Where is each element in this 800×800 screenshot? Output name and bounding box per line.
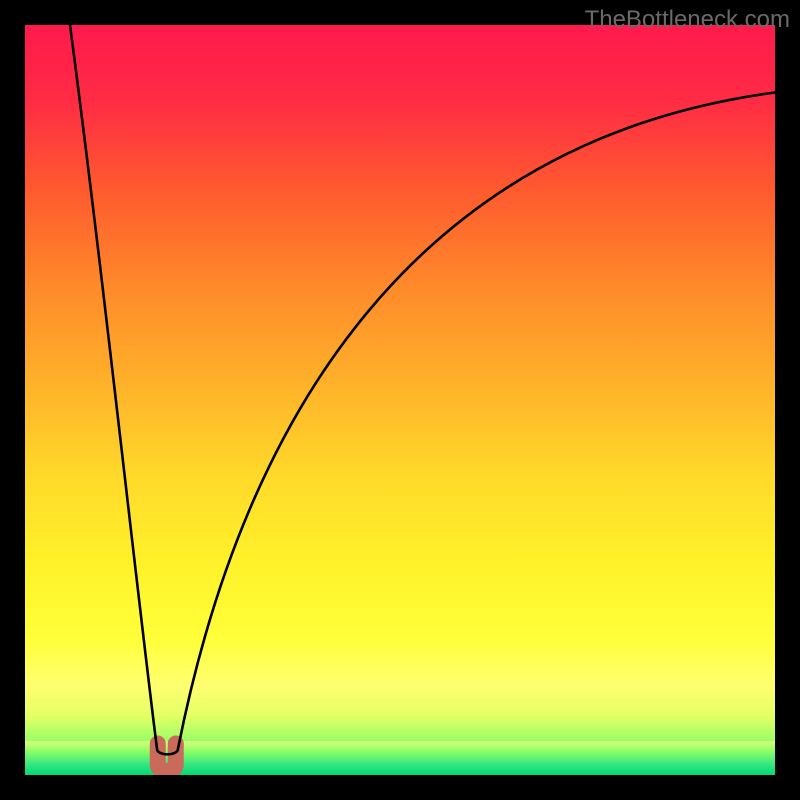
stage: TheBottleneck.com [0,0,800,800]
watermark-text: TheBottleneck.com [585,6,790,34]
valley-marker [158,744,176,771]
chart-layer [25,25,775,775]
plot-area [25,25,775,775]
bottleneck-curve [70,25,775,754]
